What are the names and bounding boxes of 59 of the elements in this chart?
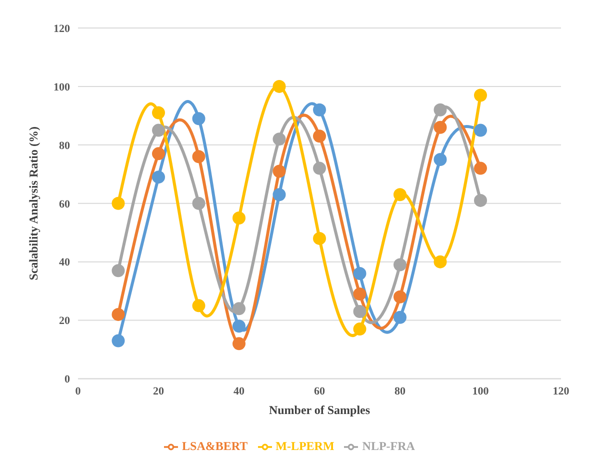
point bbox=[434, 153, 447, 166]
y-tick-label: 0 bbox=[64, 374, 70, 386]
point bbox=[112, 264, 125, 278]
x-tick-label: 40 bbox=[234, 386, 245, 398]
y-axis-title: Scalability Analysis Ratio (%) bbox=[26, 126, 40, 280]
point bbox=[192, 196, 206, 210]
point bbox=[353, 305, 366, 318]
x-tick-label: 60 bbox=[314, 386, 326, 398]
y-tick-label: 80 bbox=[59, 140, 70, 152]
point bbox=[272, 164, 286, 178]
point bbox=[434, 120, 447, 134]
point bbox=[272, 80, 286, 93]
point bbox=[313, 162, 326, 175]
point bbox=[192, 150, 206, 164]
x-tick-label: 120 bbox=[552, 386, 570, 398]
point bbox=[474, 88, 487, 102]
legend-label: M-LPERM bbox=[276, 438, 334, 453]
y-tick-label: 20 bbox=[59, 315, 70, 328]
point bbox=[394, 310, 406, 324]
x-axis-title: Number of Samples bbox=[268, 402, 370, 417]
point bbox=[112, 196, 125, 210]
point bbox=[192, 112, 206, 126]
point bbox=[394, 258, 406, 272]
point bbox=[474, 162, 487, 175]
x-tick-label: 20 bbox=[153, 386, 164, 398]
point bbox=[313, 130, 326, 143]
point bbox=[232, 302, 246, 316]
y-tick-label: 40 bbox=[59, 256, 70, 269]
point bbox=[434, 255, 447, 268]
x-tick-label: 80 bbox=[394, 386, 406, 398]
point bbox=[394, 188, 406, 202]
point bbox=[112, 334, 125, 348]
point bbox=[353, 267, 366, 280]
point bbox=[232, 320, 246, 333]
x-tick-label: 0 bbox=[75, 386, 82, 398]
point bbox=[313, 232, 326, 245]
point bbox=[434, 103, 447, 116]
point bbox=[353, 287, 366, 300]
point bbox=[152, 124, 165, 137]
point bbox=[232, 337, 246, 350]
point bbox=[152, 106, 165, 120]
point bbox=[474, 124, 487, 137]
x-tick-label: 100 bbox=[472, 386, 490, 398]
point bbox=[353, 322, 366, 336]
point bbox=[192, 299, 206, 312]
point bbox=[232, 211, 246, 224]
point bbox=[474, 194, 487, 207]
y-tick-label: 120 bbox=[54, 22, 70, 35]
point bbox=[272, 132, 286, 146]
point bbox=[272, 188, 286, 202]
legend-label: LSA&BERT bbox=[182, 438, 248, 453]
point bbox=[112, 308, 125, 321]
legend-label: NLP-FRA bbox=[362, 438, 415, 453]
point bbox=[394, 290, 406, 304]
point bbox=[313, 103, 326, 116]
point bbox=[152, 170, 165, 184]
point bbox=[152, 147, 165, 160]
y-tick-label: 60 bbox=[59, 198, 70, 210]
y-tick-label: 100 bbox=[54, 81, 70, 94]
